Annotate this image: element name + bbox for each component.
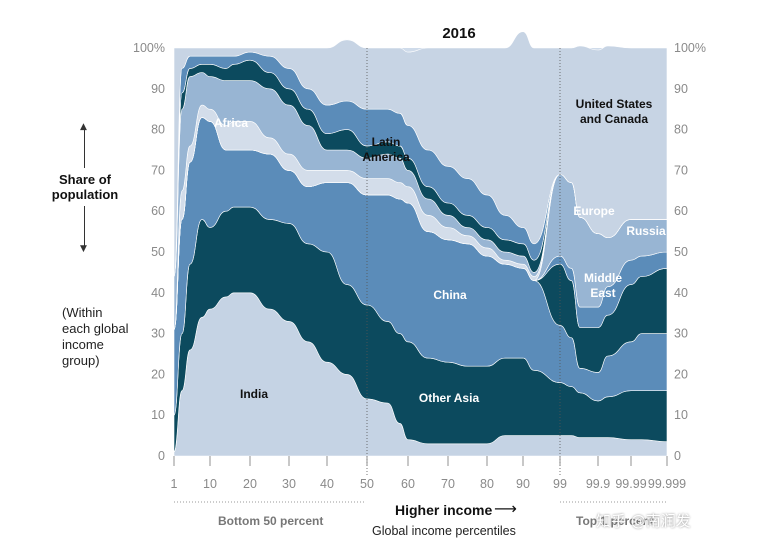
x-tick-label: 20 bbox=[243, 477, 257, 491]
label-russia: Russia bbox=[626, 224, 666, 238]
y-tick-left: 10 bbox=[151, 408, 165, 422]
x-tick-label: 30 bbox=[282, 477, 296, 491]
x-tick-label: 99.99 bbox=[615, 477, 646, 491]
top-1-label: Top 1 percent bbox=[576, 514, 654, 528]
y-tick-left: 20 bbox=[151, 367, 165, 381]
y-tick-left: 60 bbox=[151, 204, 165, 218]
x-tick-label: 99.9 bbox=[586, 477, 610, 491]
region-labels: India Other Asia China Africa Latin America Un… bbox=[214, 97, 666, 405]
label-china: China bbox=[433, 288, 467, 302]
chart-title: 2016 bbox=[442, 25, 475, 42]
y-axis-right: 0 10 20 30 40 50 60 70 80 90 100% bbox=[674, 41, 706, 463]
y-tick-right: 10 bbox=[674, 408, 688, 422]
y-tick-left: 90 bbox=[151, 82, 165, 96]
y-tick-right: 60 bbox=[674, 204, 688, 218]
label-india: India bbox=[240, 387, 268, 401]
arrow-up-line bbox=[84, 128, 85, 168]
x-tick-label: 90 bbox=[516, 477, 530, 491]
y-axis-left: 0 10 20 30 40 50 60 70 80 90 100% bbox=[133, 41, 165, 463]
arrow-down-line bbox=[84, 206, 85, 248]
y-tick-right: 30 bbox=[674, 327, 688, 341]
x-tick-label: 99 bbox=[553, 477, 567, 491]
y-tick-right: 50 bbox=[674, 245, 688, 259]
x-tick-label: 70 bbox=[441, 477, 455, 491]
area-united-states-and-canada bbox=[173, 31, 668, 277]
label-other-asia: Other Asia bbox=[419, 391, 480, 405]
label-europe: Europe bbox=[573, 204, 615, 218]
y-tick-left: 100% bbox=[133, 41, 165, 55]
stacked-areas bbox=[173, 31, 668, 457]
x-tick-label: 10 bbox=[203, 477, 217, 491]
x-axis-title: Global income percentiles bbox=[372, 524, 516, 538]
watermark: 知乎 @南润发 bbox=[596, 512, 691, 530]
label-middle-east: Middle East bbox=[584, 271, 622, 300]
arrow-down-icon: ▼ bbox=[80, 244, 87, 254]
y-tick-left: 30 bbox=[151, 327, 165, 341]
label-latin-america: Latin America bbox=[362, 135, 410, 164]
x-tick-label: 1 bbox=[171, 477, 178, 491]
x-tick-label: 99.999 bbox=[648, 477, 686, 491]
y-tick-right: 80 bbox=[674, 123, 688, 137]
y-tick-right: 100% bbox=[674, 41, 706, 55]
y-tick-right: 0 bbox=[674, 449, 681, 463]
arrow-up-icon: ▲ bbox=[80, 122, 87, 132]
y-tick-right: 70 bbox=[674, 163, 688, 177]
label-united-states-and-canada: United States and Canada bbox=[576, 97, 653, 126]
x-tick-label: 60 bbox=[401, 477, 415, 491]
higher-income-label: Higher income bbox=[395, 502, 493, 518]
y-tick-left: 40 bbox=[151, 286, 165, 300]
y-tick-right: 20 bbox=[674, 367, 688, 381]
y-tick-left: 50 bbox=[151, 245, 165, 259]
y-tick-left: 0 bbox=[158, 449, 165, 463]
divider-lines bbox=[366, 48, 561, 476]
arrow-right-icon: ⟶ bbox=[494, 499, 517, 518]
y-tick-left: 80 bbox=[151, 123, 165, 137]
y-axis-note: (Within each global income group) bbox=[62, 305, 129, 368]
y-axis-title: Share of population bbox=[51, 172, 119, 202]
y-tick-right: 90 bbox=[674, 82, 688, 96]
y-tick-right: 40 bbox=[674, 286, 688, 300]
x-tick-label: 80 bbox=[480, 477, 494, 491]
x-tick-label: 50 bbox=[360, 477, 374, 491]
x-tick-label: 40 bbox=[320, 477, 334, 491]
x-axis: 1 10 20 30 40 50 60 70 80 90 99 99.9 99.99 99.999 bbox=[171, 456, 686, 491]
y-tick-left: 70 bbox=[151, 163, 165, 177]
bottom-50-label: Bottom 50 percent bbox=[218, 514, 324, 528]
label-africa: Africa bbox=[214, 116, 248, 130]
